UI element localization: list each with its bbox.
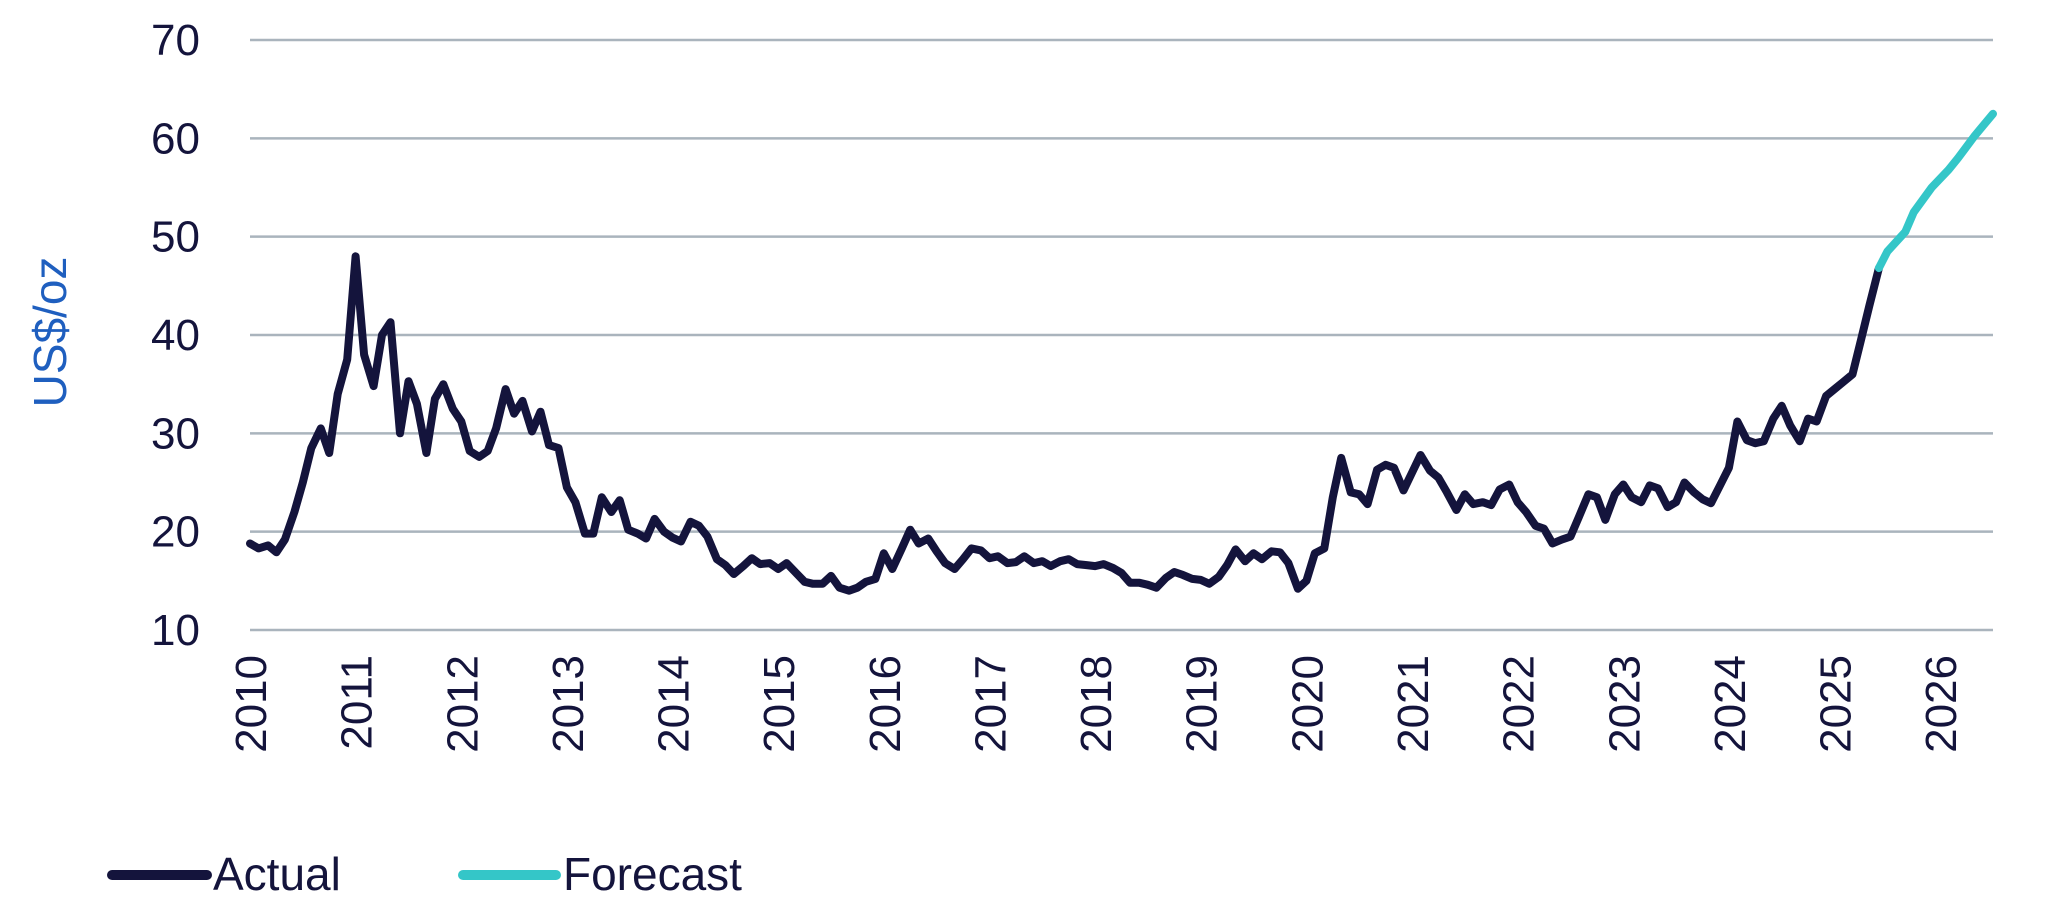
y-tick-label-30: 30: [151, 409, 200, 458]
series-line-forecast: [1874, 109, 1997, 273]
series-lines: [246, 109, 1997, 595]
x-tick-label-2016: 2016: [861, 655, 910, 753]
x-tick-label-2023: 2023: [1600, 655, 1649, 753]
legend: Actual Forecast: [107, 848, 742, 900]
x-tick-label-2012: 2012: [438, 655, 487, 753]
y-tick-label-50: 50: [151, 213, 200, 262]
y-tick-label-60: 60: [151, 114, 200, 163]
y-tick-label-70: 70: [151, 16, 200, 65]
gridlines: [250, 38, 1993, 632]
x-tick-label-2025: 2025: [1812, 655, 1861, 753]
x-tick-label-2017: 2017: [966, 655, 1015, 753]
x-tick-label-2024: 2024: [1706, 655, 1755, 753]
x-tick-label-2018: 2018: [1072, 655, 1121, 753]
y-tick-label-10: 10: [151, 606, 200, 655]
x-tick-label-2026: 2026: [1917, 655, 1966, 753]
x-tick-label-2019: 2019: [1178, 655, 1227, 753]
series-line-actual: [246, 252, 1883, 595]
y-tick-label-20: 20: [151, 508, 200, 557]
legend-label-forecast: Forecast: [563, 848, 742, 900]
x-tick-label-2010: 2010: [227, 655, 276, 753]
y-axis-ticks: 10 20 30 40 50 60 70: [151, 16, 200, 655]
x-tick-label-2021: 2021: [1389, 655, 1438, 753]
x-tick-label-2014: 2014: [650, 655, 699, 753]
x-tick-label-2013: 2013: [544, 655, 593, 753]
x-tick-label-2020: 2020: [1283, 655, 1332, 753]
x-tick-label-2011: 2011: [333, 655, 382, 750]
x-tick-label-2015: 2015: [755, 655, 804, 753]
legend-label-actual: Actual: [213, 848, 341, 900]
y-tick-label-40: 40: [151, 311, 200, 360]
y-axis-label: US$/oz: [24, 257, 76, 408]
x-axis-ticks: 2010 2011 2012 2013 2014 2015 2016 2017 2018 2019…: [227, 655, 1966, 753]
x-tick-label-2022: 2022: [1495, 655, 1544, 753]
